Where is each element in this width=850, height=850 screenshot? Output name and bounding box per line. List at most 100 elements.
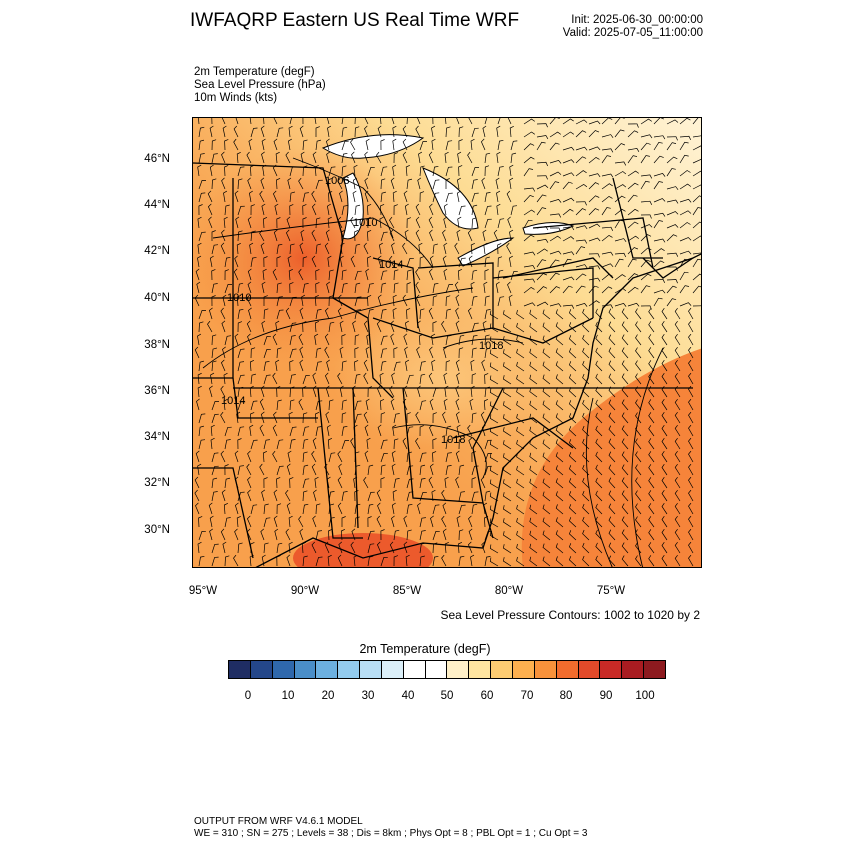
wind-barb bbox=[575, 239, 588, 244]
wind-barb bbox=[516, 348, 525, 359]
wind-barb bbox=[273, 118, 278, 125]
wind-barb bbox=[196, 281, 201, 294]
wind-barb bbox=[299, 346, 304, 359]
wind-barb bbox=[288, 515, 293, 528]
wind-barb bbox=[302, 490, 308, 502]
wind-barb bbox=[237, 465, 244, 476]
wind-barb bbox=[608, 308, 616, 320]
mild-appalachian-region bbox=[333, 308, 553, 448]
wind-barb bbox=[562, 208, 574, 216]
wind-barb bbox=[588, 300, 600, 307]
wind-barb bbox=[443, 268, 448, 281]
wind-barb bbox=[445, 166, 453, 177]
wind-barb bbox=[582, 490, 590, 502]
wind-barb bbox=[260, 242, 265, 255]
wind-barb bbox=[390, 320, 395, 333]
wind-barb bbox=[588, 277, 601, 282]
wind-barb bbox=[315, 269, 320, 281]
wind-barb bbox=[367, 503, 374, 515]
lake-michigan bbox=[342, 172, 364, 240]
wind-barb bbox=[380, 270, 388, 281]
wind-barb bbox=[471, 477, 476, 488]
wind-barb bbox=[249, 554, 254, 567]
wind-barb bbox=[324, 307, 330, 320]
wind-barb bbox=[674, 398, 681, 411]
wind-barb bbox=[211, 477, 218, 489]
colorbar-swatch bbox=[403, 661, 426, 678]
wind-barb bbox=[458, 139, 463, 151]
wind-barb bbox=[497, 243, 502, 255]
wind-barb bbox=[510, 205, 518, 216]
wind-barb bbox=[614, 238, 627, 243]
wind-barb bbox=[621, 438, 629, 450]
wind-barb bbox=[484, 556, 491, 567]
wind-barb bbox=[367, 166, 375, 177]
wind-barb bbox=[445, 178, 450, 189]
wind-barb bbox=[640, 273, 652, 281]
wind-barb bbox=[614, 118, 625, 125]
wind-barb bbox=[391, 463, 396, 476]
wind-barb bbox=[222, 541, 227, 554]
wind-barb bbox=[221, 177, 226, 190]
wind-barb bbox=[402, 437, 408, 450]
wind-barb bbox=[674, 346, 681, 359]
wind-barb bbox=[575, 285, 586, 294]
wind-barb bbox=[248, 138, 253, 151]
wind-barb bbox=[302, 374, 310, 385]
wind-barb bbox=[314, 118, 317, 125]
wind-barb bbox=[220, 307, 226, 320]
wind-barb bbox=[211, 543, 219, 554]
wind-barb bbox=[555, 426, 564, 437]
wind-barb bbox=[429, 424, 434, 437]
wind-barb bbox=[482, 320, 487, 333]
wind-barb bbox=[376, 320, 382, 333]
wind-barb bbox=[443, 203, 448, 216]
wind-barb bbox=[325, 229, 330, 242]
wind-barb bbox=[661, 463, 668, 476]
wind-barb bbox=[224, 284, 233, 294]
wind-barb bbox=[223, 398, 228, 411]
wind-barb bbox=[627, 155, 638, 164]
wind-barb bbox=[608, 464, 616, 476]
wind-barb bbox=[263, 118, 265, 125]
wind-barb bbox=[542, 400, 551, 411]
colorbar-swatch bbox=[512, 661, 535, 678]
wind-barb bbox=[536, 135, 549, 140]
wind-barb bbox=[529, 348, 538, 359]
wind-barb bbox=[207, 190, 213, 203]
wind-barb bbox=[635, 464, 642, 476]
wind-barb bbox=[364, 125, 369, 138]
wind-barb bbox=[337, 177, 343, 190]
wind-barb bbox=[328, 191, 333, 203]
wind-barb bbox=[489, 336, 499, 346]
wind-barb bbox=[688, 333, 694, 346]
wind-barb bbox=[337, 307, 343, 320]
wind-barb bbox=[208, 307, 213, 320]
wind-barb bbox=[220, 411, 226, 424]
wind-barb bbox=[497, 296, 505, 307]
wind-barb bbox=[516, 413, 525, 424]
wind-barb bbox=[234, 528, 239, 541]
colorbar-swatch bbox=[644, 661, 665, 678]
field-label-winds: 10m Winds (kts) bbox=[194, 92, 278, 104]
wind-barb bbox=[582, 555, 590, 567]
wind-barb bbox=[614, 195, 626, 203]
wind-barb bbox=[428, 307, 434, 320]
wind-barb bbox=[249, 242, 254, 255]
wind-barb bbox=[354, 270, 362, 281]
wind-barb bbox=[324, 463, 330, 476]
colorbar-label: 0 bbox=[244, 690, 252, 702]
wind-barb bbox=[542, 465, 551, 476]
wind-barb bbox=[471, 334, 478, 346]
colorbar-swatch bbox=[272, 661, 295, 678]
wind-barb bbox=[484, 490, 491, 502]
wind-barb bbox=[299, 242, 304, 255]
wind-barb bbox=[246, 320, 252, 333]
wind-barb bbox=[529, 335, 538, 346]
wind-barb bbox=[223, 216, 228, 229]
lat-label: 36°N bbox=[144, 385, 170, 397]
wind-barb bbox=[392, 190, 397, 203]
pressure-label: 1018 bbox=[479, 340, 503, 352]
wind-barb bbox=[211, 283, 218, 294]
pressure-label: 1014 bbox=[379, 259, 403, 271]
